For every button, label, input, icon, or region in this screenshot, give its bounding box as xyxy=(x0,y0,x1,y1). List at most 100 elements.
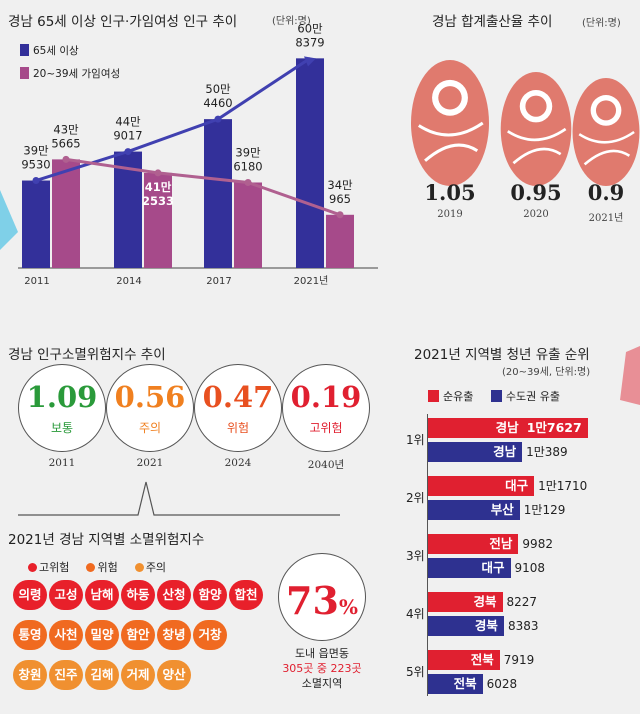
region-pill-밀양: 밀양 xyxy=(85,620,119,650)
region-pill-남해: 남해 xyxy=(85,580,119,610)
youth-bar-capital-4: 전북 xyxy=(428,674,483,694)
birthrate-value-2: 0.9 xyxy=(587,180,625,205)
trend-line-1 xyxy=(65,157,341,217)
youth-value-net-4: 7919 xyxy=(503,653,535,667)
legend-dot-caution xyxy=(134,563,144,572)
trend-point-1-1 xyxy=(154,169,162,177)
region-pill-산청: 산청 xyxy=(157,580,191,610)
birthrate-label-1: 0.95 2020 xyxy=(496,180,576,220)
birthrate-value-1: 0.95 xyxy=(510,180,562,205)
youth-value-net-1: 1만1710 xyxy=(538,479,588,493)
youth-bar-net-2: 전남 xyxy=(428,534,519,554)
extinction-year-0: 2011 xyxy=(48,457,76,469)
regional-title: 2021년 경남 지역별 소멸위험지수 xyxy=(8,532,205,548)
data-label-elderly-0-1: 9530 xyxy=(21,158,50,172)
region-pill-김해: 김해 xyxy=(85,660,119,690)
data-label-elderly-1-0: 44만 xyxy=(115,115,141,129)
youth-rank-3: 4위 xyxy=(406,607,425,621)
youth-value-net-2: 9982 xyxy=(522,537,553,551)
youth-bar-net-3: 경북 xyxy=(428,592,503,612)
callout-pointer xyxy=(18,481,340,516)
extinction-year-1: 2021 xyxy=(136,457,164,469)
region-pill-통영: 통영 xyxy=(13,620,47,650)
population-chart-title: 경남 65세 이상 인구·가임여성 인구 추이 xyxy=(8,14,238,30)
youth-bar-capital-2: 대구 xyxy=(428,558,511,578)
trend-point-1-3 xyxy=(336,211,344,219)
youth-rank-4: 5위 xyxy=(406,665,425,679)
youth-rank-1: 2위 xyxy=(406,491,425,505)
youth-outflow-unit: (20~39세, 단위:명) xyxy=(502,367,591,378)
youth-bar-net-0: 경남 1만7627 xyxy=(428,418,588,438)
region-pill-양산: 양산 xyxy=(157,660,191,690)
region-pill-의령: 의령 xyxy=(13,580,47,610)
youth-legend: 순유출 수도권 유출 xyxy=(428,388,560,404)
data-label-women-2-1: 6180 xyxy=(233,159,262,173)
data-label-elderly-3-1: 8379 xyxy=(295,35,324,49)
birthrate-chart xyxy=(411,60,640,186)
trend-point-1-2 xyxy=(244,178,252,186)
birthrate-label-0: 1.05 2019 xyxy=(410,180,490,220)
baby-icon-1 xyxy=(500,72,572,186)
region-pill-진주: 진주 xyxy=(49,660,83,690)
youth-value-capital-0: 1만389 xyxy=(526,445,568,459)
legend-swatch-net xyxy=(428,390,439,402)
youth-rank-0: 1위 xyxy=(406,433,425,447)
legend-women-label: 20~39세 가임여성 xyxy=(33,68,121,80)
bar-women-2 xyxy=(234,182,262,268)
baby-icon-2 xyxy=(572,78,640,186)
youth-value-capital-1: 1만129 xyxy=(523,503,566,517)
x-tick-1: 2014 xyxy=(116,276,141,287)
youth-value-net-3: 8227 xyxy=(506,595,538,609)
region-pill-합천: 합천 xyxy=(229,580,263,610)
legend-swatch-women xyxy=(20,67,29,79)
youth-bar-net-1: 대구 xyxy=(428,476,535,496)
legend-swatch-elderly xyxy=(20,44,29,56)
region-pill-고성: 고성 xyxy=(49,580,83,610)
x-tick-2: 2017 xyxy=(206,276,231,287)
region-pill-창원: 창원 xyxy=(13,660,47,690)
x-tick-0: 2011 xyxy=(24,276,49,287)
bar-women-0 xyxy=(52,159,80,268)
youth-bar-capital-3: 경북 xyxy=(428,616,504,636)
extinction-circle-3: 0.19 고위험 xyxy=(282,364,370,452)
legend-caution-label: 주의 xyxy=(145,561,167,574)
birthrate-year-1: 2020 xyxy=(523,209,549,220)
data-label-women-2-0: 39만 xyxy=(235,145,261,159)
youth-value-capital-2: 9108 xyxy=(514,561,546,575)
extinction-circle-2: 0.47 위험 xyxy=(194,364,282,452)
population-legend: 65세 이상 20~39세 가임여성 xyxy=(20,43,120,81)
data-label-elderly-3-0: 60만 xyxy=(297,21,323,35)
birthrate-label-2: 0.9 2021년 xyxy=(566,180,640,224)
legend-dot-high-risk xyxy=(28,563,37,572)
data-label-women-1-0: 41만 xyxy=(145,180,172,194)
birthrate-value-0: 1.05 xyxy=(424,180,476,205)
data-label-women-0-1: 5665 xyxy=(51,136,80,150)
baby-icon-0 xyxy=(411,60,489,186)
region-pill-하동: 하동 xyxy=(121,580,155,610)
extinction-index-title: 경남 인구소멸위험지수 추이 xyxy=(8,347,166,363)
data-label-women-3-0: 34만 xyxy=(327,178,353,192)
youth-rank-2: 3위 xyxy=(406,549,425,563)
region-pill-함안: 함안 xyxy=(121,620,155,650)
trend-line-0 xyxy=(35,57,311,182)
extinction-percent-value: 73 xyxy=(286,578,339,623)
youth-value-capital-4: 6028 xyxy=(486,677,518,691)
legend-net-label: 순유출 xyxy=(443,390,474,403)
data-label-women-1-1: 2533 xyxy=(142,194,174,208)
extinction-circle-0: 1.09 보통 xyxy=(18,364,106,452)
extinction-level-0: 보통 xyxy=(50,421,74,435)
bar-women-1 xyxy=(144,172,172,268)
birthrate-year-2: 2021년 xyxy=(588,213,624,224)
youth-value-capital-3: 8383 xyxy=(507,619,539,633)
region-pill-사천: 사천 xyxy=(49,620,83,650)
legend-dot-risk xyxy=(86,563,96,572)
youth-outflow-title: 2021년 지역별 청년 유출 순위 xyxy=(414,347,590,363)
trend-point-0-2 xyxy=(214,115,222,123)
legend-high-risk-label: 고위험 xyxy=(39,561,70,574)
youth-bar-capital-1: 부산 xyxy=(428,500,520,520)
data-label-women-3-1: 965 xyxy=(329,192,351,206)
data-label-elderly-2-0: 50만 xyxy=(205,82,231,96)
legend-capital-label: 수도권 유출 xyxy=(505,390,560,403)
region-pill-거창: 거창 xyxy=(193,620,227,650)
birthrate-chart-title: 경남 합계출산율 추이 xyxy=(432,14,553,30)
